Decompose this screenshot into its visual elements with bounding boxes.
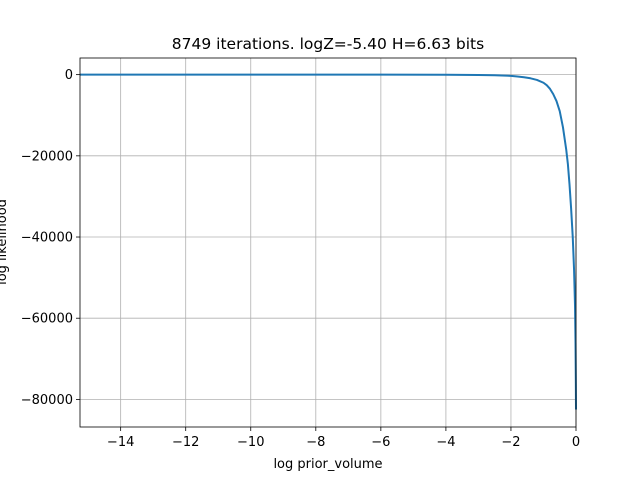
x-tick-label: −10: [237, 435, 264, 450]
x-tick-label: 0: [572, 435, 580, 450]
series-line: [80, 73, 577, 410]
y-tick-label: −60000: [21, 312, 73, 327]
chart-title: 8749 iterations. logZ=-5.40 H=6.63 bits: [172, 35, 484, 53]
plot-area: [79, 57, 577, 428]
x-tick-label: −14: [107, 435, 134, 450]
grid: [80, 58, 577, 427]
y-tick-label: −20000: [21, 149, 73, 164]
x-tick-label: −6: [371, 435, 390, 450]
x-tick-label: −4: [436, 435, 455, 450]
plot-frame: [79, 57, 577, 428]
y-axis: 0 −20000 −40000 −60000 −80000: [21, 68, 80, 408]
y-axis-label: log likelihood: [0, 199, 10, 285]
y-tick-label: 0: [65, 68, 73, 83]
y-tick-label: −80000: [21, 393, 73, 408]
x-tick-label: −8: [306, 435, 325, 450]
x-tick-label: −2: [501, 435, 520, 450]
y-tick-label: −40000: [21, 231, 73, 246]
x-axis-label: log prior_volume: [273, 457, 382, 472]
x-axis: −14 −12 −10 −8 −6 −4 −2 0: [107, 427, 580, 450]
x-tick-label: −12: [172, 435, 199, 450]
